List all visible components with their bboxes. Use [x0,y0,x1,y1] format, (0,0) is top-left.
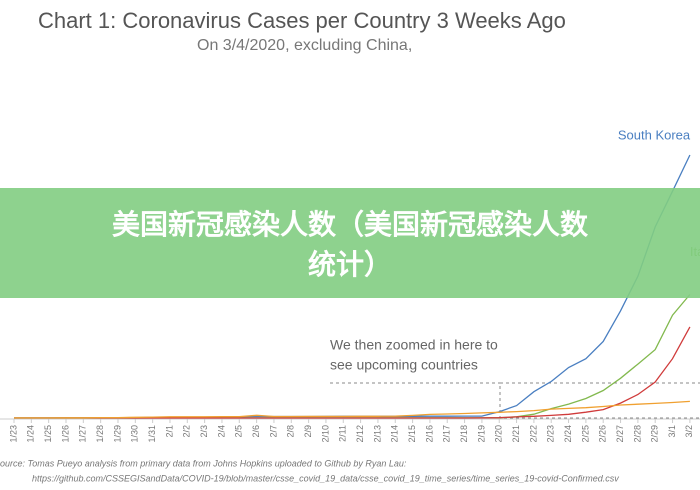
x-tick-label: 1/30 [130,425,140,443]
x-tick-label: 2/20 [494,425,504,443]
x-tick-label: 2/29 [650,425,660,443]
x-tick-label: 2/2 [182,425,192,438]
x-tick-label: 2/23 [546,425,556,443]
x-tick-label: 1/27 [78,425,88,443]
x-tick-label: 1/29 [112,425,122,443]
x-tick-label: 2/4 [216,425,226,438]
chart-subtitle: On 3/4/2020, excluding China, [197,37,412,54]
x-tick-label: 2/19 [476,425,486,443]
x-tick-label: 2/3 [199,425,209,438]
banner [0,188,700,298]
annotation: see upcoming countries [330,357,478,373]
banner-text: 统计） [308,248,392,281]
x-tick-label: 2/7 [268,425,278,438]
series-line [14,400,690,419]
x-tick-label: 3/2 [684,425,694,438]
x-tick-label: 2/14 [390,425,400,443]
x-tick-label: 2/18 [459,425,469,443]
x-tick-label: 2/10 [320,425,330,443]
zoom-box [499,382,700,419]
x-tick-label: 2/6 [251,425,261,438]
x-tick-label: 2/16 [424,425,434,443]
x-tick-label: 1/31 [147,425,157,443]
x-tick-label: 2/15 [407,425,417,443]
x-tick-label: 1/26 [60,425,70,443]
chart-title: Chart 1: Coronavirus Cases per Country 3… [38,8,566,33]
x-tick-label: 2/9 [303,425,313,438]
x-tick-label: 1/28 [95,425,105,443]
x-tick-label: 2/27 [615,425,625,443]
x-tick-label: 1/25 [43,425,53,443]
x-tick-label: 2/11 [338,425,348,442]
series-label: South Korea [618,127,691,142]
x-tick-label: 1/23 [8,425,18,443]
banner-text: 美国新冠感染人数（美国新冠感染人数 [112,208,589,241]
x-tick-label: 2/21 [511,425,521,443]
x-tick-label: 2/22 [528,425,538,443]
source: Source: Tomas Pueyo analysis from primar… [0,458,407,468]
x-tick-label: 2/8 [286,425,296,438]
x-tick-label: 2/25 [580,425,590,443]
x-tick-label: 2/17 [442,425,452,443]
x-tick-label: 2/26 [598,425,608,443]
x-tick-label: 2/24 [563,425,573,443]
x-tick-label: 1/24 [26,425,36,443]
x-tick-label: 2/28 [632,425,642,443]
x-tick-label: 2/12 [355,425,365,443]
x-tick-label: 2/5 [234,425,244,438]
x-tick-label: 2/13 [372,425,382,443]
source: https://github.com/CSSEGISandData/COVID-… [32,473,619,483]
x-tick-label: 2/1 [164,425,174,438]
x-tick-label: 3/1 [667,425,677,438]
annotation: We then zoomed in here to [330,337,498,353]
